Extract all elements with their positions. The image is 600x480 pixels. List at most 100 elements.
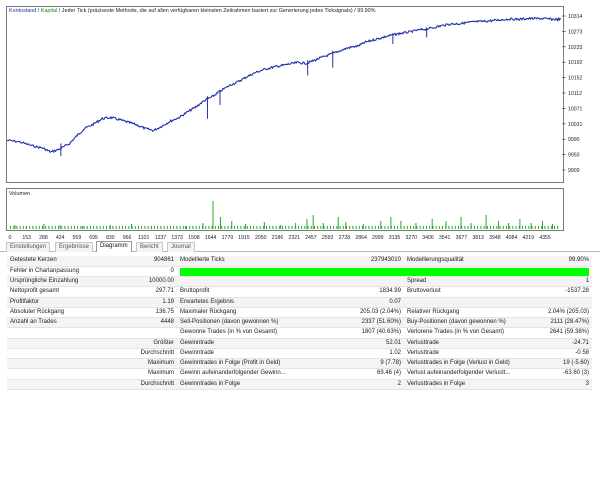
- legend-description: / Jeder Tick (präziseste Methode, die au…: [57, 8, 375, 14]
- value-verlust-aufeinanderfolgender: -63.60 (3): [522, 368, 592, 380]
- label-gewonne-trades: Gewonne Trades (in % von Gesamt): [177, 327, 309, 339]
- legend-balance: Kontostand: [9, 8, 36, 14]
- volume-bar-base: [230, 226, 232, 229]
- volume-bar-base: [192, 226, 194, 229]
- label-groesster-verlusttrade: Verlusttrade: [404, 338, 522, 349]
- x-tick-label: 288: [39, 235, 48, 240]
- volume-bar-base: [458, 226, 459, 229]
- table-row: Anzahl an Trades 4448 Sell-Positionen (d…: [7, 317, 592, 329]
- table-row: Absoluter Rückgang 136.75 Maximaler Rück…: [7, 307, 592, 319]
- label-maximum-2: Maximum: [97, 368, 177, 380]
- volume-bar-base: [83, 226, 85, 229]
- volume-bar-base: [454, 226, 456, 229]
- volume-bar-base: [394, 226, 395, 229]
- volume-bar-base: [288, 226, 290, 229]
- volume-bar-base: [214, 226, 216, 229]
- y-tick-label: 10273: [568, 29, 583, 35]
- value-urspruengliche-einzahlung: 10000.00: [97, 276, 177, 288]
- volume-bar-base: [106, 226, 107, 229]
- volume-bar-base: [234, 226, 235, 229]
- label-gewinntrades-in-folge-profit: Gewinntrades in Folge (Profit in Geld): [177, 358, 309, 370]
- volume-bar-base: [541, 226, 543, 229]
- x-tick-label: 0: [9, 235, 12, 240]
- tester-tabs: Einstellungen Ergebnisse Diagramm Berich…: [0, 240, 600, 252]
- volume-bar-base: [298, 226, 299, 229]
- volume-bar-base: [499, 226, 501, 229]
- volume-bar-base: [285, 226, 287, 229]
- tab-journal[interactable]: Journal: [167, 242, 195, 252]
- volume-bar-base: [480, 226, 482, 229]
- volume-bar-base: [362, 226, 363, 229]
- volume-bar-base: [416, 226, 418, 229]
- y-tick-label: 9909: [568, 168, 580, 174]
- volume-bar-base: [54, 226, 56, 229]
- volume-bar-base: [397, 226, 399, 229]
- volume-bar-base: [256, 226, 258, 229]
- volume-bar-base: [326, 226, 328, 229]
- tab-ergebnisse[interactable]: Ergebnisse: [55, 242, 94, 252]
- volume-bar-base: [477, 226, 479, 229]
- volume-bar-base: [208, 226, 210, 229]
- label-fehler-chartanpassung: Fehler in Chartanpassung: [7, 266, 97, 278]
- table-row: Größter Gewinntrade 52.01 Verlusttrade -…: [7, 338, 592, 349]
- y-axis-ticks: 10314 10273 10233 10192 10152 10112 10071 10031…: [562, 14, 583, 174]
- x-tick-label: 2999: [372, 235, 384, 240]
- volume-bar-base: [349, 226, 351, 229]
- value-gewinntrades-in-folge-profit: 9 (7.78): [309, 358, 404, 370]
- y-tick-label: 10152: [568, 76, 583, 82]
- volume-bar-base: [205, 226, 207, 229]
- volume-bar-base: [547, 226, 549, 229]
- volume-bar: [337, 217, 339, 229]
- volume-bar-base: [64, 226, 66, 229]
- chart-plot-area: [6, 6, 564, 183]
- x-tick-label: 1373: [171, 235, 183, 240]
- volume-bar-base: [141, 226, 143, 229]
- table-row: Getestete Kerzen 904861 Modellierte Tick…: [7, 256, 592, 267]
- volume-bar-base: [45, 226, 47, 229]
- volume-bar-base: [237, 226, 239, 229]
- volume-bar-base: [122, 226, 123, 229]
- volume-bar: [59, 225, 61, 229]
- volume-bar: [231, 221, 233, 229]
- volume-bar-base: [323, 226, 325, 229]
- value-verlusttrades-in-folge: 3: [522, 379, 592, 390]
- volume-bar-base: [166, 226, 168, 229]
- volume-bar-base: [125, 226, 127, 229]
- volume-bar-base: [522, 226, 523, 229]
- value-verlusttrades-in-folge-verlust: 19 (-5.60): [522, 358, 592, 370]
- volume-bar-base: [429, 226, 431, 229]
- x-tick-label: 2593: [322, 235, 334, 240]
- x-tick-label: 966: [123, 235, 132, 240]
- value-gewonne-trades: 1807 (40.63%): [309, 327, 404, 339]
- value-erwartetes-ergebnis: 0.07: [309, 297, 404, 308]
- volume-bar-base: [365, 226, 367, 229]
- label-sell-positionen: Sell-Positionen (davon gewonnen %): [177, 317, 309, 329]
- table-row: Fehler in Chartanpassung 0: [7, 266, 592, 278]
- volume-bar-base: [269, 226, 271, 229]
- volume-bar-base: [317, 226, 319, 229]
- x-tick-label: 2457: [305, 235, 317, 240]
- volume-bar-base: [61, 226, 63, 229]
- volume-bar: [280, 225, 282, 229]
- volume-bar-base: [109, 226, 111, 229]
- y-tick-label: 10071: [568, 106, 583, 112]
- volume-bar-base: [528, 226, 530, 229]
- tab-diagramm[interactable]: Diagramm: [96, 241, 132, 252]
- value-profitfaktor: 1.19: [97, 297, 177, 308]
- label-verlusttrades-in-folge: Verlusttrades in Folge: [404, 379, 522, 390]
- volume-bar: [82, 226, 84, 229]
- chart-legend: Kontostand / Kapital / Jeder Tick (präzi…: [9, 8, 376, 14]
- tab-bericht[interactable]: Bericht: [136, 242, 163, 252]
- label-durchschnitt-verlusttrade: Verlusttrade: [404, 348, 522, 360]
- volume-bar-base: [102, 226, 104, 229]
- volume-bar-base: [99, 226, 101, 229]
- volume-bar-base: [170, 226, 171, 229]
- volume-bar: [109, 225, 111, 229]
- x-tick-label: 2050: [255, 235, 267, 240]
- volume-bar-base: [51, 226, 53, 229]
- volume-bar-base: [262, 226, 264, 229]
- tab-einstellungen[interactable]: Einstellungen: [6, 242, 51, 252]
- volume-bar-base: [147, 226, 149, 229]
- legend-equity: Kapital: [41, 8, 57, 14]
- volume-bar-base: [218, 226, 219, 229]
